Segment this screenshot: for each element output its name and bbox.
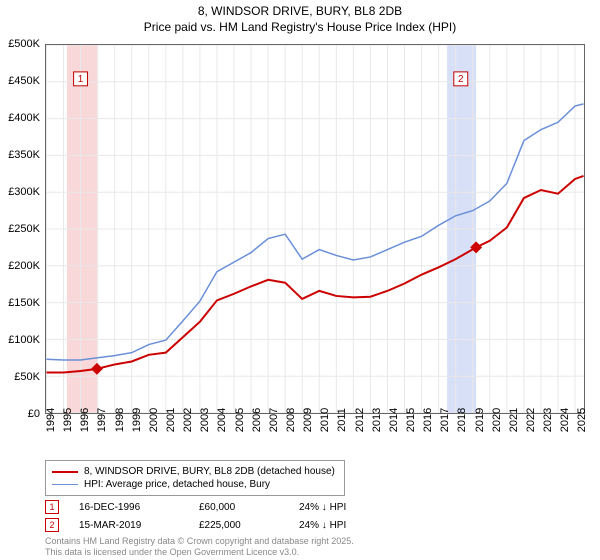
legend-swatch [52,484,78,486]
x-tick-label: 2024 [559,408,571,432]
marker-change: 24% ↓ HPI [299,502,419,513]
callout-label: 2 [458,74,464,85]
y-tick-label: £400K [8,112,40,124]
x-tick-label: 1997 [96,408,108,432]
x-tick-label: 2013 [371,408,383,432]
x-tick-label: 2001 [165,408,177,432]
x-tick-label: 2014 [388,408,400,432]
x-tick-label: 1998 [114,408,126,432]
legend-item: HPI: Average price, detached house, Bury [52,478,338,491]
attribution-line1: Contains HM Land Registry data © Crown c… [45,536,585,547]
x-tick-label: 2004 [216,408,228,432]
y-tick-label: £0 [28,408,40,420]
x-tick-label: 2020 [491,408,503,432]
chart-subtitle: Price paid vs. HM Land Registry's House … [0,20,600,40]
x-tick-label: 2022 [525,408,537,432]
x-tick-label: 2007 [268,408,280,432]
legend-swatch [52,471,78,473]
series-hpi [46,104,583,360]
chart-title: 8, WINDSOR DRIVE, BURY, BL8 2DB [0,0,600,20]
attribution: Contains HM Land Registry data © Crown c… [45,536,585,558]
marker-date: 16-DEC-1996 [79,502,199,513]
legend: 8, WINDSOR DRIVE, BURY, BL8 2DB (detache… [45,460,345,496]
x-tick-label: 2006 [251,408,263,432]
marker-row: 2 15-MAR-2019£225,00024% ↓ HPI [45,516,585,534]
x-tick-label: 1995 [62,408,74,432]
x-tick-label: 2017 [439,408,451,432]
chart-plot: 12 [45,44,585,414]
x-tick-label: 2023 [542,408,554,432]
marker-id-box: 1 [45,500,59,514]
x-tick-label: 1994 [45,408,57,432]
series-price_paid [46,176,583,373]
marker-change: 24% ↓ HPI [299,520,419,531]
attribution-line2: This data is licensed under the Open Gov… [45,547,585,558]
legend-label: 8, WINDSOR DRIVE, BURY, BL8 2DB (detache… [84,466,335,477]
marker-table: 1 16-DEC-1996£60,00024% ↓ HPI 2 15-MAR-2019… [45,498,585,534]
callout-label: 1 [78,74,84,85]
x-tick-label: 2002 [182,408,194,432]
x-tick-label: 2016 [422,408,434,432]
y-tick-label: £100K [8,334,40,346]
x-tick-label: 2009 [302,408,314,432]
marker-id-box: 2 [45,518,59,532]
x-tick-label: 2003 [199,408,211,432]
y-tick-label: £50K [14,371,40,383]
x-tick-label: 2011 [336,408,348,432]
y-tick-label: £150K [8,297,40,309]
x-tick-label: 2012 [354,408,366,432]
marker-price: £225,000 [199,520,299,531]
x-tick-label: 2025 [576,408,588,432]
y-tick-label: £300K [8,186,40,198]
x-tick-label: 1996 [79,408,91,432]
marker-row: 1 16-DEC-1996£60,00024% ↓ HPI [45,498,585,516]
x-tick-label: 2005 [234,408,246,432]
x-axis: 1994199519961997199819992000200120022003… [45,416,585,462]
x-tick-label: 2019 [474,408,486,432]
x-tick-label: 2021 [508,408,520,432]
x-tick-label: 2015 [405,408,417,432]
marker-date: 15-MAR-2019 [79,520,199,531]
marker-price: £60,000 [199,502,299,513]
y-axis: £0£50K£100K£150K£200K£250K£300K£350K£400… [0,44,43,414]
legend-label: HPI: Average price, detached house, Bury [84,479,270,490]
y-tick-label: £250K [8,223,40,235]
y-tick-label: £200K [8,260,40,272]
x-tick-label: 2018 [456,408,468,432]
legend-item: 8, WINDSOR DRIVE, BURY, BL8 2DB (detache… [52,465,338,478]
x-tick-label: 1999 [131,408,143,432]
x-tick-label: 2008 [285,408,297,432]
x-tick-label: 2000 [148,408,160,432]
chart-svg: 12 [46,45,584,413]
y-tick-label: £450K [8,75,40,87]
x-tick-label: 2010 [319,408,331,432]
y-tick-label: £350K [8,149,40,161]
y-tick-label: £500K [8,38,40,50]
